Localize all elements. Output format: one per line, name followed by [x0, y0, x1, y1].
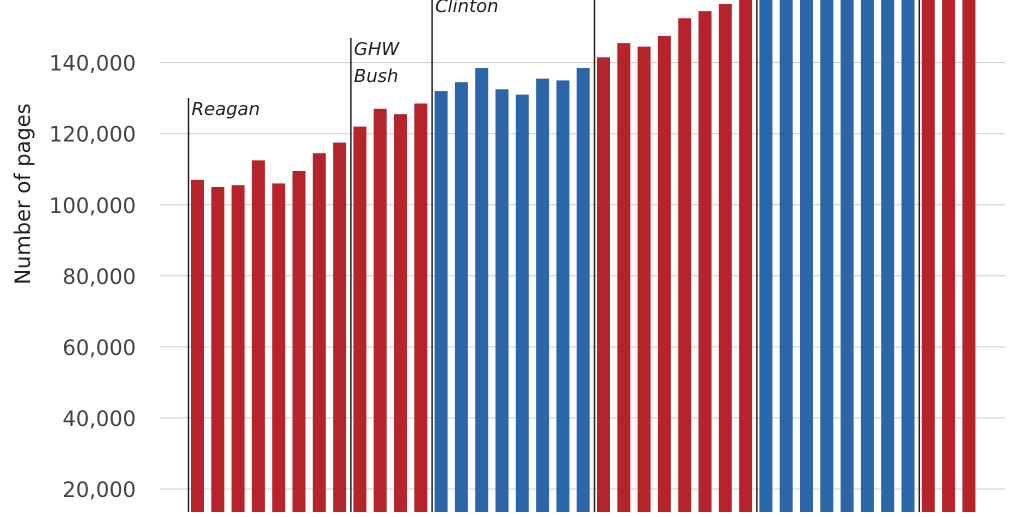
bar	[921, 0, 935, 514]
bar	[759, 0, 773, 514]
bar	[678, 18, 692, 515]
bars	[191, 0, 976, 515]
bar	[779, 0, 793, 514]
bar	[292, 171, 306, 514]
bar	[454, 82, 468, 514]
bar	[312, 153, 326, 514]
bar	[739, 0, 753, 515]
bar	[617, 43, 631, 514]
bar	[800, 0, 813, 514]
bar	[556, 80, 570, 514]
bar	[718, 4, 732, 514]
bar	[373, 108, 387, 515]
bar	[860, 0, 874, 514]
administration-markers: Reagan GHW Bush Clinton	[187, 0, 921, 512]
y-tick-label: 40,000	[63, 407, 136, 431]
bar	[191, 179, 204, 514]
bar	[353, 126, 367, 514]
administration-label: Clinton	[435, 0, 498, 17]
y-tick-label: 80,000	[63, 265, 136, 289]
bar	[942, 0, 956, 514]
y-tick-label: 140,000	[49, 52, 136, 76]
bar	[394, 114, 407, 514]
bar	[597, 57, 610, 514]
administration-label: Bush	[354, 66, 399, 87]
y-tick-label: 120,000	[49, 123, 136, 147]
bar	[414, 103, 428, 514]
y-axis-ticks: 20,000 40,000 60,000 80,000 100,000 120,000 14…	[49, 52, 136, 502]
y-tick-label: 60,000	[63, 336, 136, 360]
y-tick-label: 20,000	[63, 478, 136, 502]
bar	[495, 89, 509, 514]
bar	[901, 0, 915, 514]
bar	[881, 0, 895, 514]
bar	[820, 0, 834, 514]
administration-label: Reagan	[192, 99, 260, 120]
bar	[272, 183, 286, 514]
bar	[515, 94, 529, 514]
bar	[434, 91, 448, 514]
bar	[333, 142, 347, 515]
bar	[211, 186, 225, 515]
bar	[637, 46, 651, 514]
bar	[231, 185, 245, 514]
bar	[657, 36, 671, 514]
bar	[698, 11, 712, 514]
bar	[536, 78, 550, 514]
bar	[962, 0, 976, 514]
administration-label: GHW	[354, 39, 400, 60]
y-axis-label: Number of pages	[11, 103, 35, 284]
bar	[475, 67, 489, 514]
bar	[840, 0, 854, 514]
y-tick-label: 100,000	[49, 194, 136, 218]
bar	[576, 67, 590, 514]
bar	[251, 160, 265, 514]
